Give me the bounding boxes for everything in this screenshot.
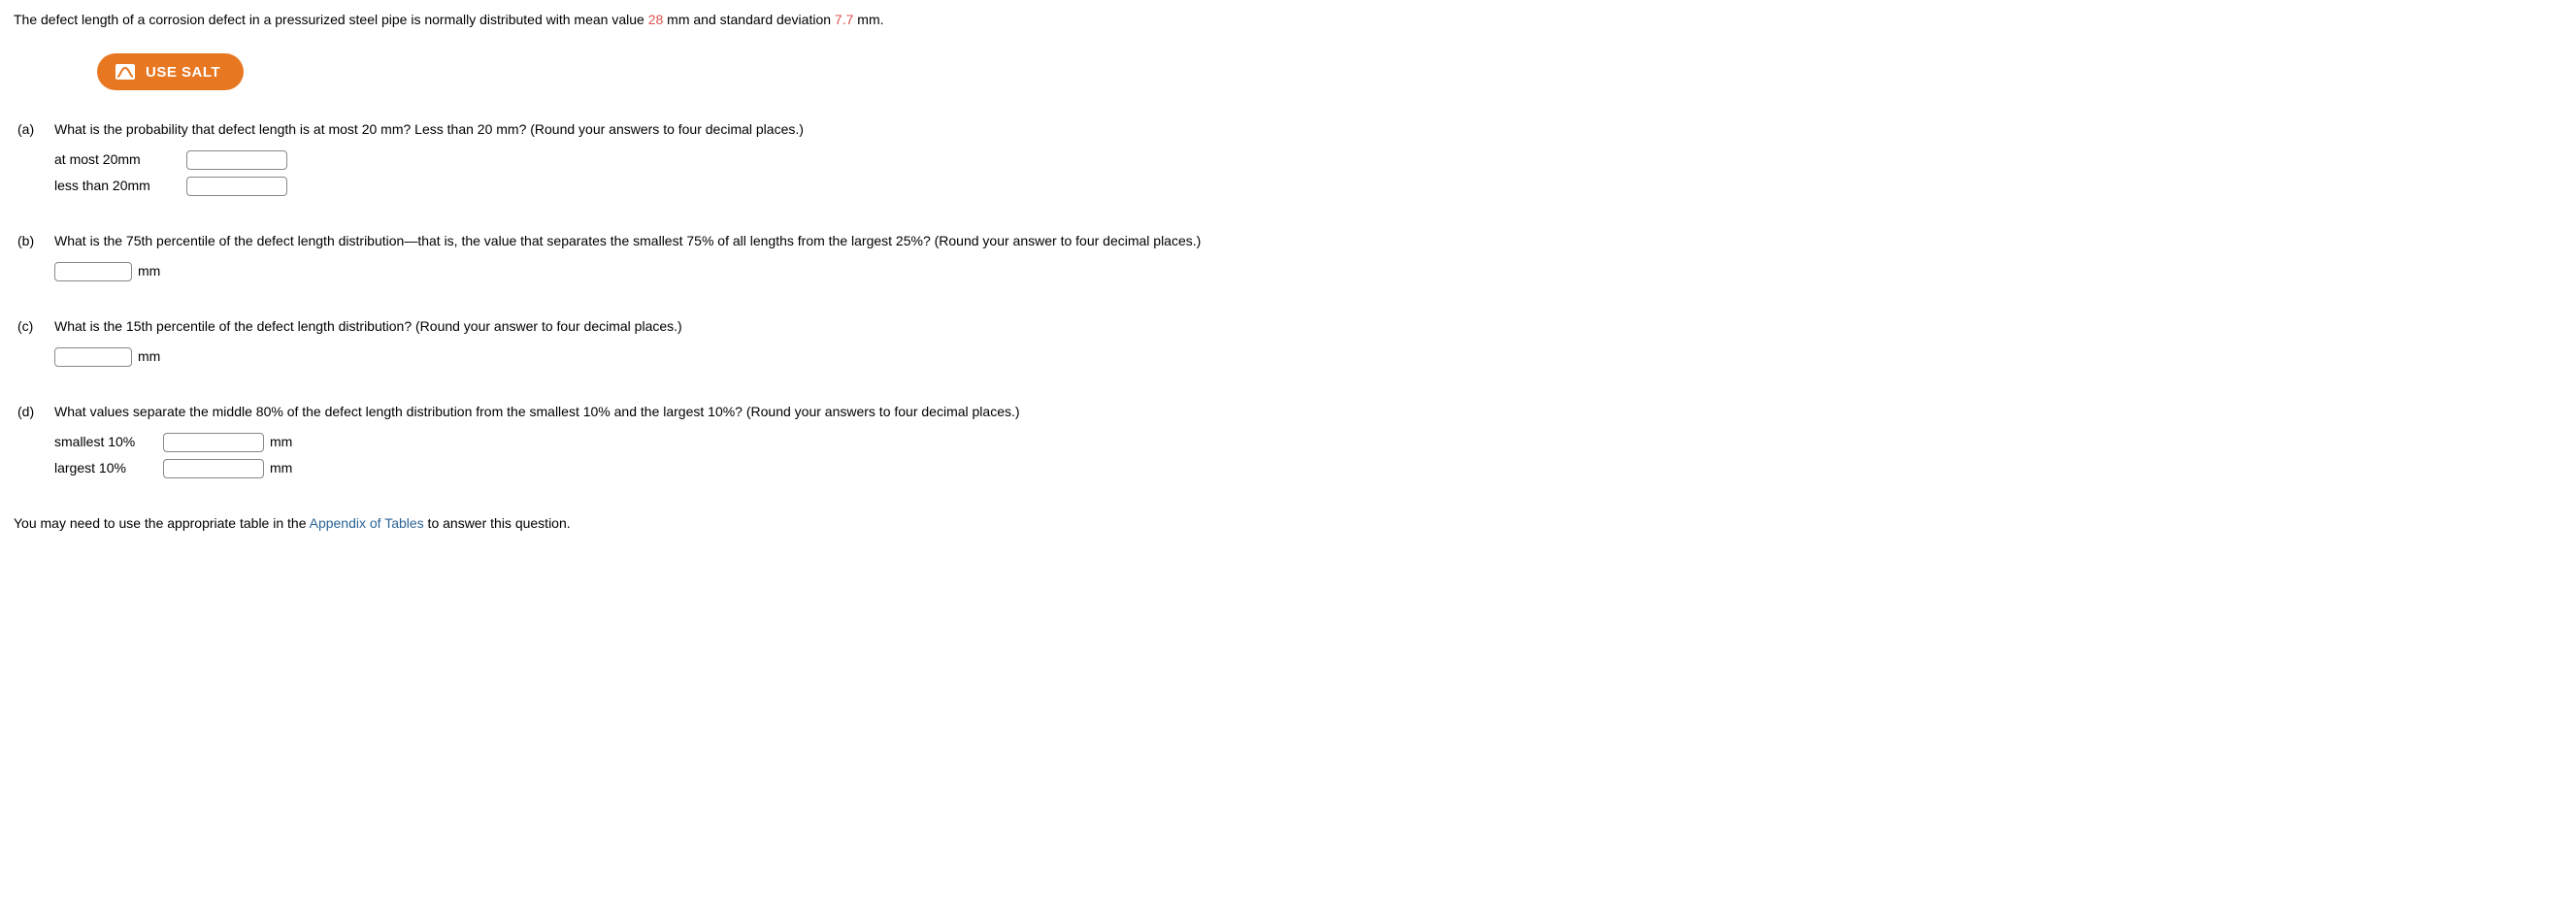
part-a-label: (a) — [14, 119, 54, 140]
part-d-smallest-unit: mm — [270, 432, 292, 452]
mean-value: 28 — [648, 12, 664, 27]
footer-pre: You may need to use the appropriate tabl… — [14, 515, 310, 531]
part-a-question: What is the probability that defect leng… — [54, 119, 2562, 140]
part-d-smallest-label: smallest 10% — [54, 432, 163, 452]
part-b-row: mm — [54, 261, 2562, 281]
part-d: (d) What values separate the middle 80% … — [14, 402, 2562, 484]
part-c-input[interactable] — [54, 347, 132, 367]
intro-text-pre: The defect length of a corrosion defect … — [14, 12, 648, 27]
part-d-label: (d) — [14, 402, 54, 422]
question-intro: The defect length of a corrosion defect … — [14, 10, 2562, 30]
part-d-largest-label: largest 10% — [54, 458, 163, 478]
part-a-row-lessthan: less than 20mm — [54, 176, 2562, 196]
part-a-lessthan-input[interactable] — [186, 177, 287, 196]
part-b: (b) What is the 75th percentile of the d… — [14, 231, 2562, 287]
footer-note: You may need to use the appropriate tabl… — [14, 513, 2562, 534]
part-d-largest-input[interactable] — [163, 459, 264, 478]
footer-post: to answer this question. — [424, 515, 571, 531]
part-c-row: mm — [54, 346, 2562, 367]
part-d-smallest-input[interactable] — [163, 433, 264, 452]
appendix-link[interactable]: Appendix of Tables — [310, 515, 424, 531]
intro-text-post: mm. — [853, 12, 883, 27]
use-salt-button[interactable]: USE SALT — [97, 53, 244, 90]
part-a-lessthan-label: less than 20mm — [54, 176, 186, 196]
part-a-atmost-input[interactable] — [186, 150, 287, 170]
use-salt-label: USE SALT — [146, 64, 220, 81]
part-c: (c) What is the 15th percentile of the d… — [14, 316, 2562, 373]
part-d-row-largest: largest 10% mm — [54, 458, 2562, 478]
part-b-question: What is the 75th percentile of the defec… — [54, 231, 2562, 251]
part-b-input[interactable] — [54, 262, 132, 281]
part-d-largest-unit: mm — [270, 458, 292, 478]
part-c-unit: mm — [138, 346, 160, 367]
part-d-row-smallest: smallest 10% mm — [54, 432, 2562, 452]
part-b-label: (b) — [14, 231, 54, 251]
salt-curve-icon — [115, 63, 136, 81]
intro-text-mid: mm and standard deviation — [663, 12, 835, 27]
part-a-atmost-label: at most 20mm — [54, 149, 186, 170]
sd-value: 7.7 — [835, 12, 853, 27]
part-a-row-atmost: at most 20mm — [54, 149, 2562, 170]
part-c-question: What is the 15th percentile of the defec… — [54, 316, 2562, 337]
part-d-question: What values separate the middle 80% of t… — [54, 402, 2562, 422]
part-b-unit: mm — [138, 261, 160, 281]
part-c-label: (c) — [14, 316, 54, 337]
part-a: (a) What is the probability that defect … — [14, 119, 2562, 202]
